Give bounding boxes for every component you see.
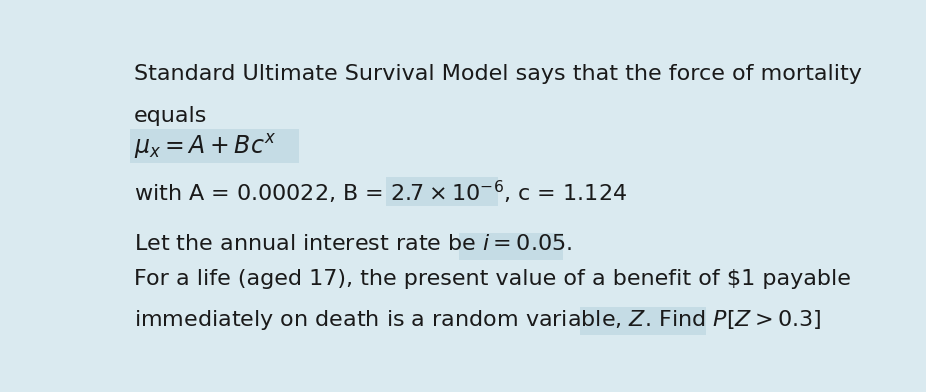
Bar (130, 129, 299, 163)
Bar (458, 233, 563, 260)
Text: $\mu_x = A + Bc^x$: $\mu_x = A + Bc^x$ (133, 132, 276, 161)
Text: equals: equals (133, 106, 207, 126)
Bar (386, 177, 497, 205)
Bar (580, 307, 706, 335)
Text: Standard Ultimate Survival Model says that the force of mortality: Standard Ultimate Survival Model says th… (133, 64, 861, 83)
Text: with A = 0.00022, B = $2.7 \times 10^{-6}$, c = 1.124: with A = 0.00022, B = $2.7 \times 10^{-6… (133, 178, 627, 205)
Text: For a life (aged 17), the present value of a benefit of $1 payable: For a life (aged 17), the present value … (133, 269, 851, 289)
Text: Let the annual interest rate be $i = 0.05$.: Let the annual interest rate be $i = 0.0… (133, 234, 571, 254)
Text: immediately on death is a random variable, $Z$. Find $P[Z > 0.3]$: immediately on death is a random variabl… (133, 308, 821, 332)
